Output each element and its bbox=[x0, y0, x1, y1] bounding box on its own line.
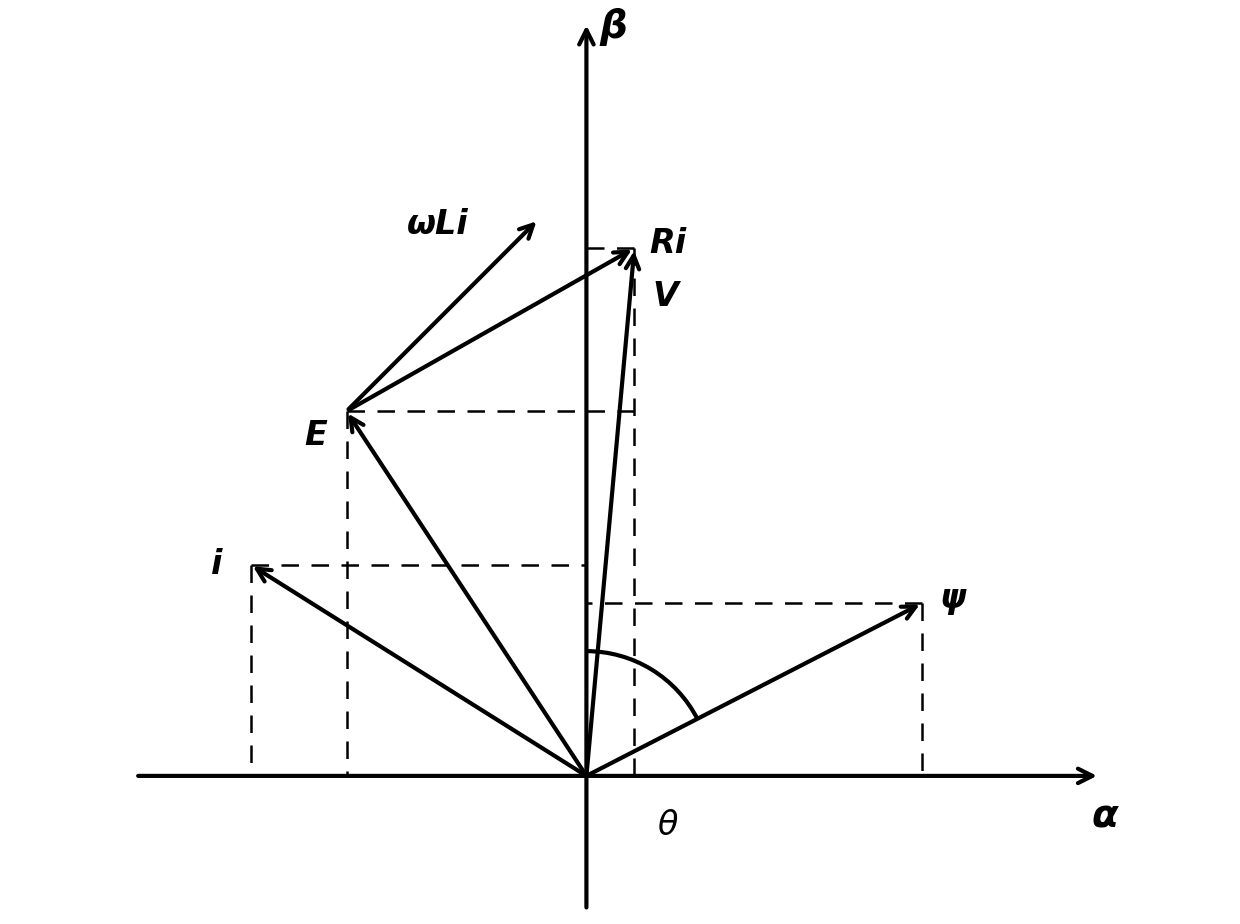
Text: i: i bbox=[211, 548, 223, 581]
Text: ψ: ψ bbox=[940, 582, 966, 614]
Text: β: β bbox=[599, 8, 627, 46]
Text: E: E bbox=[305, 419, 327, 452]
Text: Ri: Ri bbox=[650, 226, 687, 260]
Text: $\theta$: $\theta$ bbox=[657, 809, 678, 843]
Text: V: V bbox=[652, 280, 678, 312]
Text: ωLi: ωLi bbox=[407, 208, 469, 240]
Text: α: α bbox=[1091, 797, 1118, 835]
